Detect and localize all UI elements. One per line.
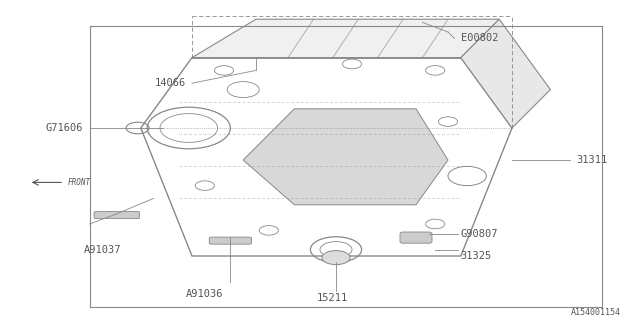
FancyBboxPatch shape bbox=[209, 237, 252, 244]
Text: 14066: 14066 bbox=[154, 78, 186, 88]
Polygon shape bbox=[461, 19, 550, 128]
Polygon shape bbox=[243, 109, 448, 205]
Text: G90807: G90807 bbox=[461, 228, 499, 239]
Text: E00802: E00802 bbox=[461, 33, 499, 44]
Text: G71606: G71606 bbox=[45, 123, 83, 133]
Text: A154001154: A154001154 bbox=[571, 308, 621, 317]
Text: 31325: 31325 bbox=[461, 251, 492, 261]
FancyBboxPatch shape bbox=[400, 232, 432, 243]
Text: FRONT: FRONT bbox=[67, 178, 90, 187]
Text: A91037: A91037 bbox=[84, 244, 121, 255]
Text: 31311: 31311 bbox=[576, 155, 607, 165]
Text: 15211: 15211 bbox=[317, 292, 348, 303]
Circle shape bbox=[322, 251, 350, 265]
FancyBboxPatch shape bbox=[94, 212, 140, 219]
Text: A91036: A91036 bbox=[186, 289, 223, 300]
Polygon shape bbox=[192, 19, 499, 58]
